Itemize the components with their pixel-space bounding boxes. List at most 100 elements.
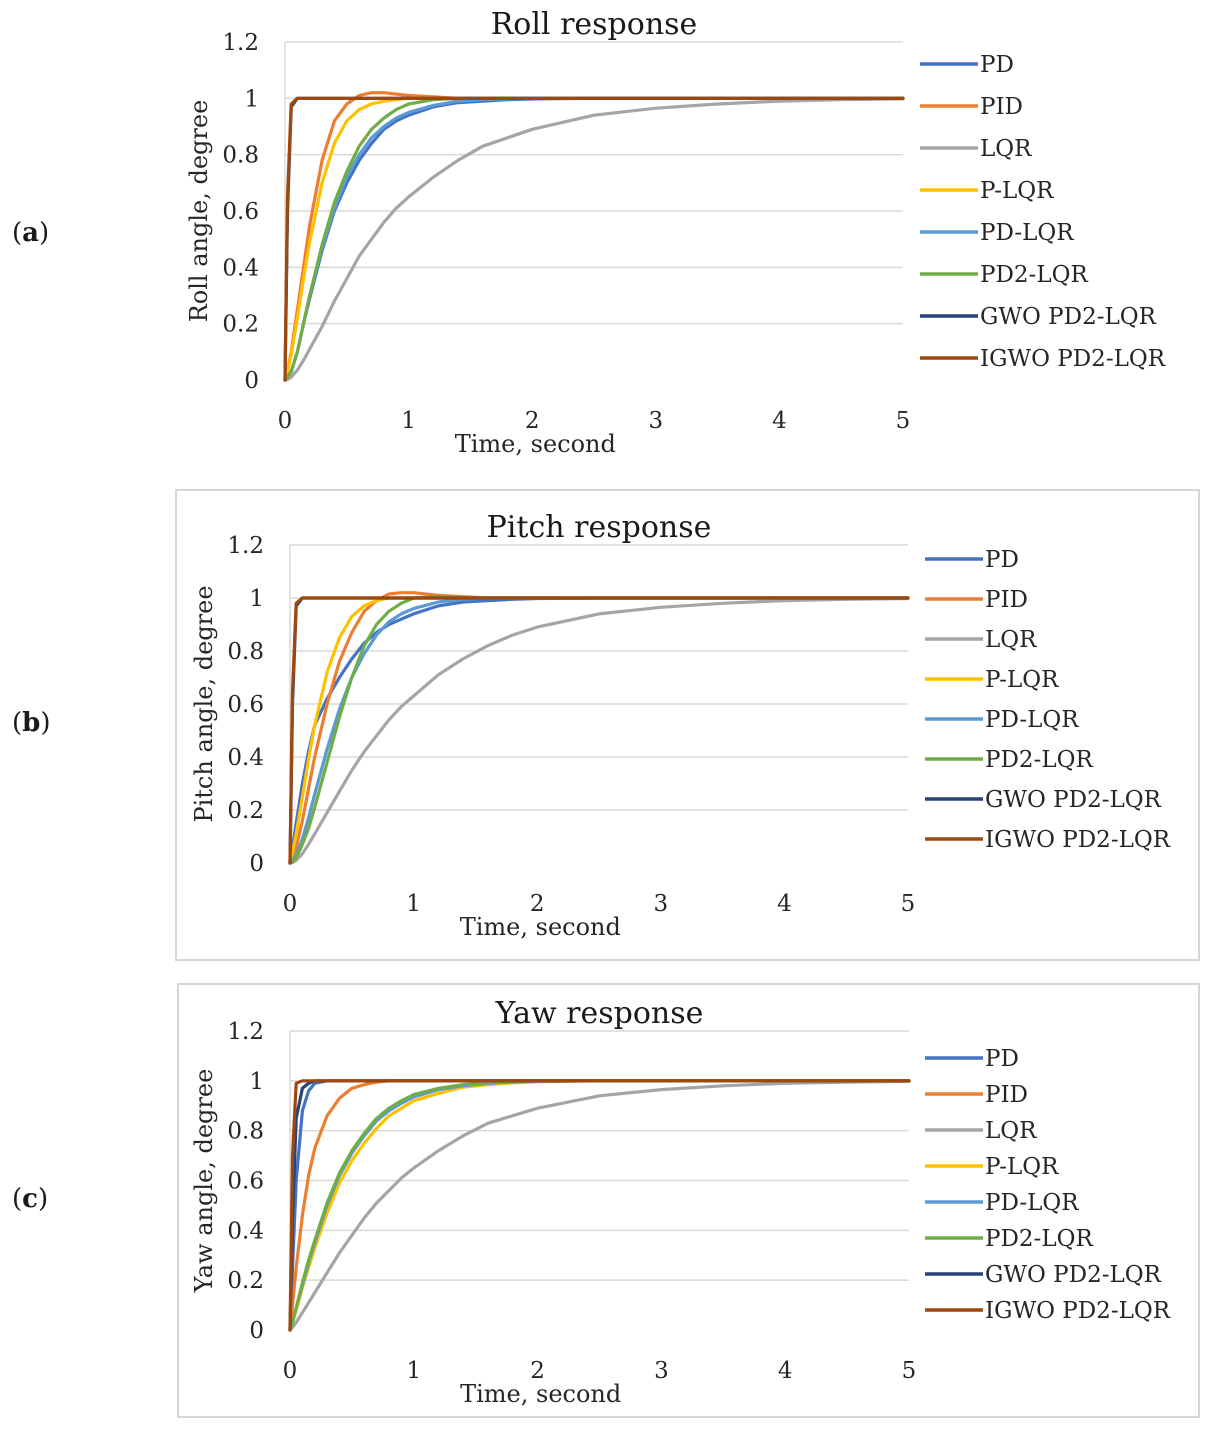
yaw-series-line-lqr [288,1079,911,1332]
roll-chart-svg: Roll response 0 0.2 0.4 0.6 0.8 1 1.2 0 1 2 3 4 5 Time… [185,7,1166,458]
pitch-x-axis-label: Time, second [460,913,621,941]
roll-legend-label: PD [980,52,1014,78]
pitch-x-tick-label: 3 [653,891,668,917]
yaw-y-tick-label: 0.2 [227,1268,264,1294]
pitch-y-tick-label: 0.8 [227,639,264,665]
roll-y-axis-label: Roll angle, degree [185,100,213,323]
pitch-series-line-gwo-pd2-lqr [288,596,910,865]
yaw-legend-label: IGWO PD2-LQR [985,1298,1171,1324]
roll-x-tick-label: 1 [401,408,416,434]
yaw-legend-label: P-LQR [985,1154,1059,1180]
pitch-y-tick-label: 0 [249,851,264,877]
roll-series-line-p-lqr [283,96,905,382]
pitch-legend-label: PD [985,547,1019,573]
yaw-chart: Yaw response 0 0.2 0.4 0.6 0.8 1 1.2 0 1 2 3 4 5 Time,… [177,983,1200,1418]
yaw-series-line-pd [288,1079,911,1332]
yaw-x-tick-label: 0 [283,1358,298,1384]
roll-legend-label: LQR [980,136,1032,162]
roll-y-tick-label: 0.8 [222,143,259,169]
yaw-y-tick-label: 1.2 [227,1019,264,1045]
pitch-chart-title: Pitch response [487,510,712,545]
pitch-chart: Pitch response 0 0.2 0.4 0.6 0.8 1 1.2 0 1 2 3 4 5 Tim… [175,489,1200,961]
yaw-y-tick-label: 1 [249,1069,264,1095]
roll-series-line-pd [283,96,905,382]
roll-x-tick-label: 4 [772,408,787,434]
yaw-x-tick-label: 5 [902,1358,917,1384]
pitch-y-tick-label: 0.2 [227,798,264,824]
roll-y-tick-label: 0.4 [222,255,259,281]
roll-series-line-igwo-pd2-lqr [283,96,905,382]
yaw-y-tick-label: 0.4 [227,1218,264,1244]
roll-y-tick-label: 1.2 [222,30,259,56]
roll-series-line-pd-lqr [283,96,905,382]
pitch-legend-label: PID [985,587,1028,613]
yaw-x-tick-label: 1 [406,1358,421,1384]
pitch-y-axis-label: Pitch angle, degree [190,585,218,822]
yaw-x-tick-label: 4 [778,1358,793,1384]
yaw-series-line-pid [288,1079,911,1332]
roll-y-tick-label: 1 [244,86,259,112]
roll-series-line-lqr [283,97,905,382]
roll-series-line-gwo-pd2-lqr [283,96,905,382]
pitch-x-tick-label: 4 [777,891,792,917]
roll-y-tick-label: 0 [244,368,259,394]
yaw-series-line-igwo-pd2-lqr [288,1079,911,1332]
pitch-legend-label: GWO PD2-LQR [985,787,1162,813]
pitch-series-line-igwo-pd2-lqr [288,596,910,865]
pitch-legend-label: PD2-LQR [985,747,1093,773]
roll-x-tick-label: 5 [896,408,911,434]
pitch-y-tick-label: 0.4 [227,745,264,771]
pitch-y-tick-label: 1 [249,586,264,612]
roll-legend-label: P-LQR [980,178,1054,204]
yaw-x-tick-label: 2 [530,1358,545,1384]
yaw-y-tick-label: 0 [249,1318,264,1344]
roll-legend-label: PD-LQR [980,220,1074,246]
yaw-series-line-pd-lqr [288,1079,911,1332]
roll-series-line-pd2-lqr [283,96,905,382]
yaw-legend-label: PD [985,1046,1019,1072]
pitch-chart-svg: Pitch response 0 0.2 0.4 0.6 0.8 1 1.2 0 1 2 3 4 5 Tim… [190,510,1171,941]
pitch-series-line-lqr [288,596,910,865]
yaw-series-line-gwo-pd2-lqr [288,1079,911,1332]
roll-legend-label: IGWO PD2-LQR [980,346,1166,372]
pitch-legend-label: PD-LQR [985,707,1079,733]
yaw-x-tick-label: 3 [654,1358,669,1384]
yaw-legend-label: PD2-LQR [985,1226,1093,1252]
roll-legend-label: PD2-LQR [980,262,1088,288]
pitch-legend-label: LQR [985,627,1037,653]
pitch-x-tick-label: 2 [530,891,545,917]
pitch-x-tick-label: 1 [406,891,421,917]
panel-label-b: (b) [12,708,51,738]
roll-x-tick-label: 3 [648,408,663,434]
pitch-y-tick-label: 1.2 [227,533,264,559]
yaw-legend-label: PID [985,1082,1028,1108]
roll-x-tick-label: 0 [278,408,293,434]
panel-label-a: (a) [12,218,50,248]
yaw-series-line-p-lqr [288,1079,911,1332]
roll-x-tick-label: 2 [525,408,540,434]
pitch-y-tick-label: 0.6 [227,692,264,718]
pitch-x-tick-label: 5 [901,891,916,917]
yaw-y-tick-label: 0.6 [227,1169,264,1195]
roll-chart-title: Roll response [491,7,698,42]
roll-x-axis-label: Time, second [455,430,616,458]
roll-y-tick-label: 0.6 [222,199,259,225]
yaw-series-line-pd2-lqr [288,1079,911,1332]
roll-y-tick-label: 0.2 [222,312,259,338]
roll-legend-label: PID [980,94,1023,120]
pitch-legend-label: P-LQR [985,667,1059,693]
yaw-legend-label: PD-LQR [985,1190,1079,1216]
yaw-legend-label: GWO PD2-LQR [985,1262,1162,1288]
pitch-x-tick-label: 0 [283,891,298,917]
roll-chart: Roll response 0 0.2 0.4 0.6 0.8 1 1.2 0 1 2 3 4 5 Time… [175,0,1205,465]
yaw-x-axis-label: Time, second [460,1380,621,1408]
pitch-series-line-p-lqr [288,596,910,865]
yaw-chart-svg: Yaw response 0 0.2 0.4 0.6 0.8 1 1.2 0 1 2 3 4 5 Time,… [190,996,1171,1408]
pitch-series-line-pd-lqr [288,596,910,865]
yaw-y-tick-label: 0.8 [227,1119,264,1145]
pitch-series-line-pd [288,596,910,865]
roll-legend-label: GWO PD2-LQR [980,304,1157,330]
yaw-legend-label: LQR [985,1118,1037,1144]
pitch-legend-label: IGWO PD2-LQR [985,827,1171,853]
yaw-y-axis-label: Yaw angle, degree [190,1069,218,1294]
